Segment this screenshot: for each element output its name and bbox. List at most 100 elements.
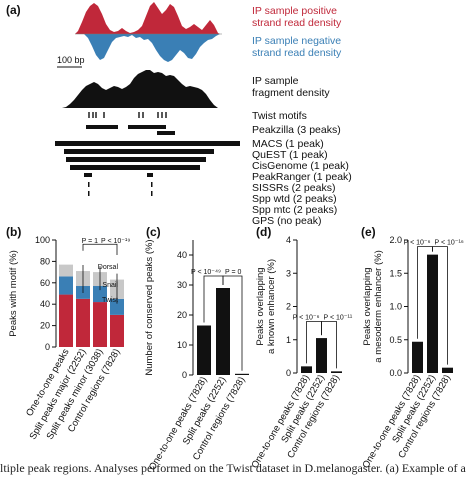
y-tick-label: 20 [177,310,187,320]
track-label: Spp wtd (2 peaks) [252,193,337,205]
y-tick-label: 1 [286,335,291,345]
bar [412,341,423,373]
significance-annotation: P < 10⁻⁶ [404,240,431,247]
significance-annotation: P < 10⁻⁴⁹ [191,269,221,276]
x-category-label: One-to-one peaks (7828) [360,373,423,470]
y-axis-label: Peaks overlapping [362,267,373,345]
y-axis-label: Peaks with motif (%) [8,250,19,337]
positive-strand-density [75,2,220,34]
stacked-bar-snail [110,298,124,315]
stacked-bar-dorsal [59,264,73,277]
significance-bracket [222,275,243,371]
panel-b-chart: (b) 0 20 40 60 80 100 Peaks with motif (%) Dorsa… [6,225,130,442]
fragment-label-line2: fragment density [252,87,330,99]
y-tick-label: 2 [286,302,291,312]
quest-peak [64,149,214,154]
sissrs-peaks [84,173,153,177]
y-tick-label: 0 [286,368,291,378]
peakzilla-peaks [86,125,175,135]
y-axis-label: a mesoderm enhancer (%) [373,250,384,362]
y-tick-label: 40 [40,299,50,309]
track-label: Spp mtc (2 peaks) [252,204,337,216]
neg-strand-label-line1: IP sample negative [252,35,341,47]
significance-annotation: P < 10⁻¹¹ [324,314,353,321]
pos-strand-label-line2: strand read density [252,17,342,29]
significance-bracket [82,243,118,255]
track-label: Peakzilla (3 peaks) [252,124,341,136]
y-tick-label: 100 [35,235,50,245]
stacked-bar-twist [59,294,73,347]
bar [316,338,327,373]
bar [442,367,453,373]
spp-wtd-peaks [88,182,153,187]
y-tick-label: 10 [177,340,187,350]
track-label: CisGenome (1 peak) [252,160,349,172]
peakranger-peak [70,165,200,170]
significance-annotation: P < 10⁻⁶ [293,314,320,321]
significance-annotation: P < 10⁻¹⁶ [435,240,464,247]
significance-annotation: P = 1 [82,238,99,245]
panel-d-chart: (d) 0 1 2 3 4 Peaks overlapping a known enhance… [249,225,352,470]
y-tick-label: 20 [40,321,50,331]
significance-annotation: P < 10⁻¹⁹ [101,238,130,245]
panel-a: (a) 100 bp IP sample positive strand rea… [6,2,352,227]
panel-e-chart: (e) 0.0 0.5 1.0 1.5 2.0 Peaks overlapping a mes… [360,225,463,470]
panel-e-label: (e) [361,225,376,239]
twist-motif-ticks [88,112,167,118]
bar [427,254,438,373]
stacked-bar-twist [76,298,90,347]
y-tick-label: 80 [40,256,50,266]
y-axis-label: a known enhancer (%) [266,259,277,354]
stacked-bar-snail [59,276,73,295]
track-label: MACS (1 peak) [252,138,324,150]
panel-b-label: (b) [6,225,21,239]
spp-mtc-peaks [88,191,153,196]
y-tick-label: 1.0 [389,302,402,312]
panel-a-label: (a) [6,3,21,17]
fragment-label-line1: IP sample [252,75,299,87]
bar [197,325,211,375]
stacked-bar-snail [93,286,107,303]
negative-strand-density [84,34,220,62]
panel-c-chart: (c) 0 10 20 30 40 Number of conserved peaks (%… [144,225,249,472]
panel-d-label: (d) [256,225,271,239]
track-label: GPS (no peak) [252,215,321,227]
y-tick-label: 3 [286,268,291,278]
track-label: SISSRs (2 peaks) [252,182,335,194]
bar [216,288,230,375]
x-category-label: One-to-one peaks (7828) [249,373,312,470]
y-tick-label: 0 [45,342,50,352]
macs-peak [55,141,240,146]
track-label: Twist motifs [252,110,307,122]
y-tick-label: 0 [182,370,187,380]
track-label: PeakRanger (1 peak) [252,171,352,183]
legend-label-snail: Snail [102,282,118,289]
y-tick-label: 30 [177,280,187,290]
pos-strand-label-line1: IP sample positive [252,5,337,17]
y-tick-label: 60 [40,278,50,288]
cisgenome-peak [66,157,206,162]
legend-label-twist: Twist [102,297,118,304]
scale-bar-label: 100 bp [57,55,85,65]
y-axis-label: Peaks overlapping [255,267,266,345]
bar [235,373,249,375]
significance-bracket [432,246,448,365]
significance-annotation: P = 0 [225,269,242,276]
y-tick-label: 40 [177,250,187,260]
figure-caption: ltiple peak regions. Analyses performed … [0,461,466,475]
stacked-bar-twist [110,314,124,347]
y-tick-label: 4 [286,235,291,245]
y-tick-label: 1.5 [389,268,402,278]
y-tick-label: 2.0 [389,235,402,245]
neg-strand-label-line2: strand read density [252,47,342,59]
legend-label-dorsal: Dorsal [98,264,119,271]
y-tick-label: 0.0 [389,368,402,378]
y-axis-label: Number of conserved peaks (%) [144,239,155,375]
stacked-bar-twist [93,302,107,347]
bar [301,366,312,373]
significance-bracket [321,321,337,369]
fragment-density [62,70,218,108]
panel-c-label: (c) [146,225,161,239]
y-tick-label: 0.5 [389,335,402,345]
